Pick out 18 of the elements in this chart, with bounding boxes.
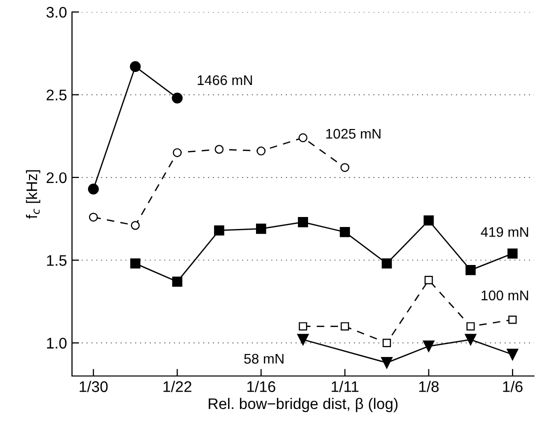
y-tick-label: 1.5 xyxy=(47,255,66,266)
x-tick-label: 1/30 xyxy=(80,380,108,392)
y-axis-title: f$_{c}$ [kHz] xyxy=(26,170,40,219)
x-tick-label: 1/22 xyxy=(164,380,192,392)
series-label: 100 mN xyxy=(482,290,528,300)
y-tick-label: 2.0 xyxy=(46,172,67,184)
y-tick-label: 2.5 xyxy=(46,90,66,100)
y-tick-label: 3.0 xyxy=(46,6,67,18)
series-label: 419 mN xyxy=(480,227,528,237)
x-tick-label: 1/6 xyxy=(503,380,523,392)
series-label: 1466 mN xyxy=(198,75,252,86)
x-tick-label: 1/8 xyxy=(419,380,439,392)
series-label: 1025 mN xyxy=(326,128,380,139)
x-tick-label: 1/11 xyxy=(332,380,358,392)
x-axis-title: Rel. bow−bridge dist, β (log) xyxy=(208,398,398,412)
y-tick-label: 1.0 xyxy=(47,338,67,349)
x-tick-label: 1/16 xyxy=(247,380,276,392)
series-label: 58 mN xyxy=(244,354,284,364)
